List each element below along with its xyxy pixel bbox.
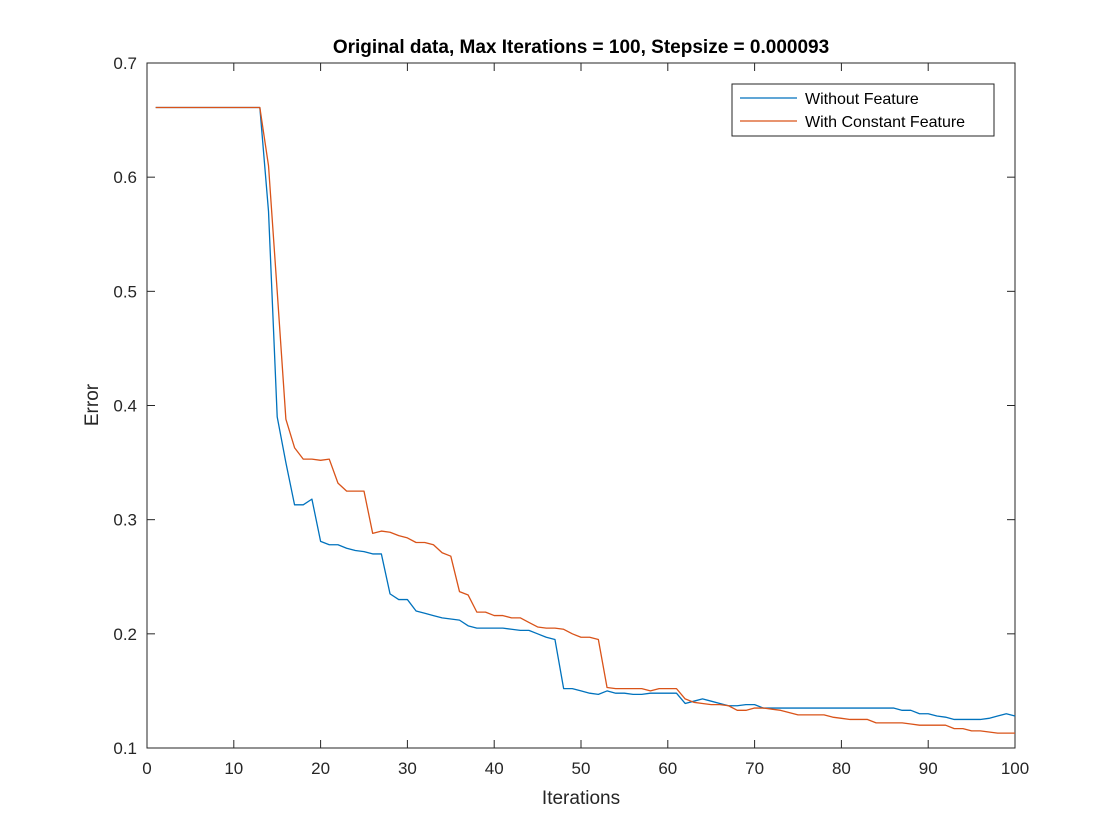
x-tick-label: 40: [485, 759, 504, 778]
series-line-without-feature: [155, 106, 1016, 721]
y-tick-label: 0.5: [113, 282, 137, 301]
x-tick-label: 20: [311, 759, 330, 778]
series-line-with-constant-feature: [155, 106, 1015, 734]
y-tick-label: 0.7: [113, 54, 137, 73]
y-tick-label: 0.4: [113, 397, 137, 416]
x-tick-label: 50: [572, 759, 591, 778]
axes-frame: [146, 62, 1016, 749]
x-axis-ticks: 0 10 20 30 40 50 60 70 80 90 100: [142, 63, 1029, 778]
y-tick-label: 0.3: [113, 511, 137, 530]
x-tick-label: 70: [745, 759, 764, 778]
legend-label-with-constant-feature: With Constant Feature: [805, 114, 965, 131]
y-tick-label: 0.1: [113, 739, 137, 758]
legend: Without Feature With Constant Feature: [731, 83, 995, 137]
x-tick-label: 90: [919, 759, 938, 778]
legend-box: [731, 83, 995, 137]
y-tick-label: 0.6: [113, 168, 137, 187]
x-tick-label: 60: [658, 759, 677, 778]
x-tick-label: 30: [398, 759, 417, 778]
y-axis-ticks: 0.1 0.2 0.3 0.4 0.5 0.6 0.7: [113, 54, 1015, 758]
series-lines: [155, 106, 1016, 734]
x-tick-label: 80: [832, 759, 851, 778]
chart-title: Original data, Max Iterations = 100, Ste…: [333, 37, 829, 58]
x-axis-label: Iterations: [542, 788, 620, 809]
legend-label-without-feature: Without Feature: [805, 91, 919, 108]
plot-area: 0 10 20 30 40 50 60 70 80 90 100 0.10.20.30.40.50.…: [113, 54, 1029, 778]
x-tick-label: 100: [1001, 759, 1029, 778]
y-tick-label: 0.2: [113, 625, 137, 644]
x-tick-label: 10: [224, 759, 243, 778]
x-tick-label: 0: [142, 759, 151, 778]
y-axis-label: Error: [82, 383, 103, 426]
